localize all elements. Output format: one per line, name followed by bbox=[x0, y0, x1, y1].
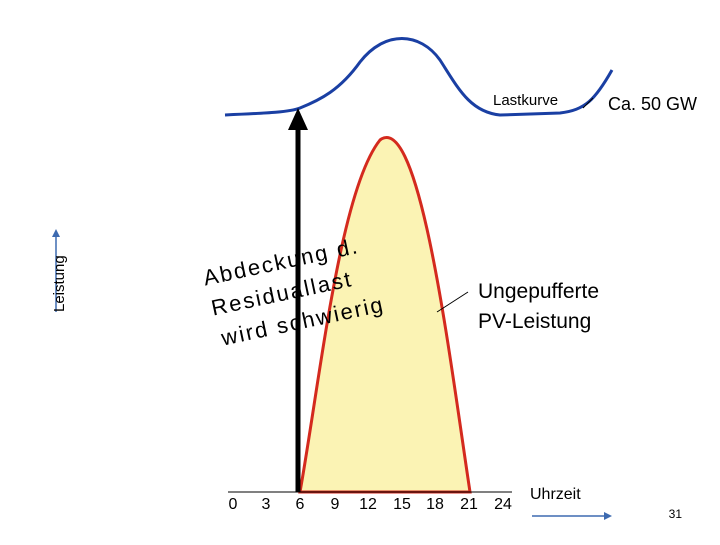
x-tick: 18 bbox=[426, 496, 444, 513]
load-curve-label: Lastkurve bbox=[493, 92, 559, 109]
x-tick: 9 bbox=[330, 496, 340, 513]
page-number: 31 bbox=[668, 507, 682, 521]
x-axis-label: Uhrzeit bbox=[530, 486, 581, 503]
residual-load-arrowhead bbox=[288, 108, 308, 130]
x-tick: 12 bbox=[359, 496, 377, 513]
y-axis-arrowhead bbox=[52, 229, 60, 237]
load-label-leader bbox=[582, 97, 594, 109]
pv-generation-curve bbox=[298, 136, 472, 494]
pv-label-line2: PV-Leistung bbox=[478, 310, 592, 333]
pv-label-leader bbox=[436, 291, 469, 313]
x-tick: 6 bbox=[295, 496, 305, 513]
pv-label-line1: Ungepufferte bbox=[478, 280, 600, 303]
x-axis-arrowhead bbox=[604, 512, 612, 520]
peak-label: Ca. 50 GW bbox=[608, 94, 698, 114]
x-tick: 21 bbox=[460, 496, 478, 513]
y-axis-label: Leistung bbox=[51, 255, 68, 312]
x-tick: 3 bbox=[261, 496, 271, 513]
load-curve bbox=[224, 37, 614, 117]
x-tick: 24 bbox=[494, 496, 512, 513]
x-tick: 15 bbox=[393, 496, 411, 513]
x-tick: 0 bbox=[228, 496, 238, 513]
